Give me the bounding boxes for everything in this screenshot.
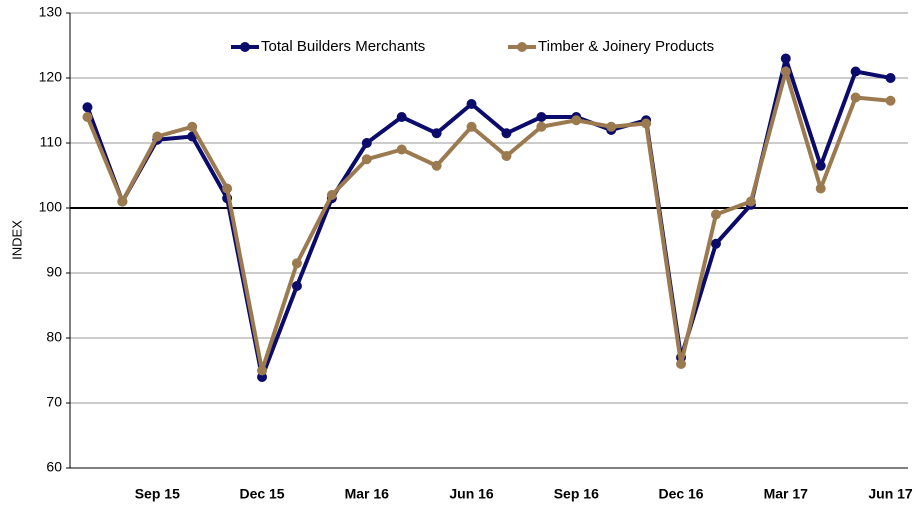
- data-point: [885, 73, 896, 83]
- x-tick-label: Dec 16: [658, 486, 703, 502]
- data-point: [710, 238, 721, 249]
- data-point: [815, 183, 826, 194]
- data-point: [396, 112, 407, 122]
- data-point: [291, 281, 302, 291]
- y-tick-label: 100: [39, 199, 63, 215]
- data-point: [780, 66, 791, 77]
- data-point: [501, 128, 512, 139]
- data-point: [850, 66, 861, 77]
- data-point: [745, 196, 756, 207]
- x-tick-label: Dec 15: [239, 486, 284, 502]
- y-tick-label: 120: [39, 69, 63, 85]
- data-point: [431, 160, 442, 171]
- data-point: [641, 118, 652, 129]
- data-point: [676, 359, 687, 369]
- data-point: [361, 138, 372, 148]
- y-tick-label: 130: [39, 4, 63, 20]
- data-point: [710, 209, 721, 220]
- data-point: [571, 115, 582, 126]
- y-tick-label: 110: [40, 134, 63, 150]
- y-tick-label: 70: [46, 394, 62, 410]
- data-point: [536, 112, 547, 122]
- series-line: [85, 56, 891, 379]
- x-tick-label: Mar 17: [764, 486, 809, 502]
- data-point: [222, 183, 233, 194]
- legend-label: Timber & Joinery Products: [538, 38, 714, 55]
- data-point: [606, 121, 617, 132]
- data-point: [466, 121, 477, 132]
- data-point: [152, 131, 163, 142]
- y-tick-label: 60: [46, 459, 62, 475]
- data-point: [431, 128, 442, 139]
- y-axis-label: INDEX: [9, 220, 24, 260]
- y-tick-label: 80: [46, 329, 62, 345]
- data-point: [466, 99, 477, 109]
- data-point: [257, 365, 268, 376]
- x-tick-label: Mar 16: [345, 486, 390, 502]
- data-point: [291, 258, 302, 269]
- data-point: [82, 112, 93, 122]
- data-point: [850, 92, 861, 103]
- data-point: [885, 95, 896, 106]
- data-point: [361, 154, 372, 165]
- legend-label: Total Builders Merchants: [261, 38, 425, 55]
- data-point: [82, 102, 93, 113]
- legend-marker: [240, 42, 250, 52]
- y-tick-label: 90: [46, 264, 62, 280]
- data-point: [536, 121, 547, 132]
- data-point: [326, 190, 337, 200]
- x-tick-label: Jun 16: [449, 486, 494, 502]
- x-tick-label: Sep 15: [135, 486, 180, 502]
- data-point: [187, 121, 198, 132]
- data-point: [396, 144, 407, 155]
- legend-marker: [517, 42, 527, 52]
- data-point: [501, 151, 512, 161]
- series-line: [85, 69, 891, 373]
- data-point: [815, 160, 826, 171]
- data-point: [780, 53, 791, 64]
- x-tick-label: Sep 16: [554, 486, 599, 502]
- x-tick-label: Jun 17: [868, 486, 913, 502]
- data-point: [117, 196, 128, 207]
